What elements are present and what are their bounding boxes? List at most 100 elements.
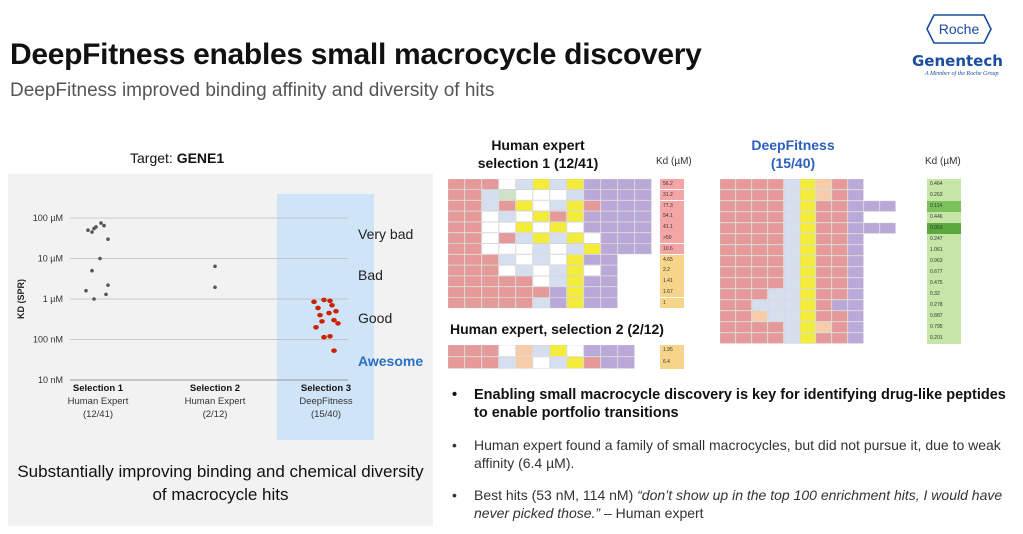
heatmap1-cell bbox=[448, 222, 465, 233]
heatmap1-cell bbox=[481, 286, 499, 298]
heatmap3-cell bbox=[783, 266, 800, 278]
heatmap1-cell bbox=[600, 200, 618, 212]
heatmap3-cell bbox=[783, 299, 800, 311]
heatmap3-cell bbox=[767, 179, 784, 190]
heatmap3-cell bbox=[783, 211, 800, 223]
data-point bbox=[213, 285, 217, 290]
heatmap3-cell bbox=[767, 288, 784, 300]
kd-value-cell: 0.263 bbox=[927, 190, 961, 201]
heatmap1-cell bbox=[600, 222, 618, 233]
heatmap1-cell bbox=[600, 297, 618, 309]
kd-value-cell: 0.247 bbox=[927, 234, 961, 245]
heatmap3-cell bbox=[735, 222, 752, 234]
bullet-text-prefix: Best hits (53 nM, 114 nM) bbox=[474, 487, 638, 503]
heatmap1-cell bbox=[448, 286, 465, 298]
heatmap2-cell bbox=[617, 345, 635, 357]
genentech-logo: Genentech bbox=[912, 52, 1003, 70]
heatmap3-cell bbox=[767, 310, 784, 322]
y-axis-label: KD (SPR) bbox=[16, 279, 26, 319]
data-point bbox=[106, 237, 110, 241]
heatmap3-cell bbox=[767, 332, 784, 344]
heatmap1-cell bbox=[634, 179, 652, 190]
heatmap3-cell bbox=[751, 321, 768, 333]
heatmap3-cell bbox=[831, 200, 848, 212]
heatmap1-cell bbox=[600, 275, 618, 287]
heatmap3-cell bbox=[751, 299, 768, 311]
heatmap1-cell bbox=[498, 243, 516, 255]
data-point bbox=[317, 312, 323, 318]
bullet-text: Enabling small macrocycle discovery is k… bbox=[474, 387, 1006, 421]
heatmap1-cell bbox=[464, 254, 482, 265]
heatmap3-cell bbox=[831, 179, 848, 190]
chart-caption: Substantially improving binding and chem… bbox=[17, 462, 424, 504]
bullet-text: Human expert found a family of small mac… bbox=[474, 437, 1001, 471]
heatmap2-cell bbox=[600, 345, 618, 357]
heatmap1-cell bbox=[549, 200, 567, 212]
heatmap3-cell bbox=[831, 277, 848, 289]
heatmap1-cell bbox=[464, 222, 482, 233]
category-label: Selection 3 bbox=[301, 383, 351, 394]
heatmap1-cell bbox=[481, 265, 499, 276]
kd-value-cell: 0.278 bbox=[927, 300, 961, 311]
heatmap3-cell bbox=[815, 211, 832, 223]
kd-value-cell: 0.201 bbox=[927, 333, 961, 344]
data-point bbox=[333, 308, 339, 314]
heatmap3-kd-header: Kd (µM) bbox=[925, 156, 961, 167]
heatmap3-cell bbox=[720, 321, 736, 333]
kd-value-cell: 31.2 bbox=[660, 189, 684, 201]
data-point bbox=[311, 299, 317, 305]
data-point bbox=[90, 230, 94, 234]
heatmap2-cell bbox=[448, 345, 465, 357]
heatmap3-cell bbox=[783, 200, 800, 212]
heatmap3-cell bbox=[751, 211, 768, 223]
heatmap3-cell bbox=[847, 211, 864, 223]
data-point bbox=[321, 297, 327, 303]
heatmap2-cell bbox=[549, 356, 567, 369]
kd-value-cell: 0.677 bbox=[927, 267, 961, 278]
heatmap3-cell bbox=[767, 211, 784, 223]
heatmap3-cell bbox=[799, 332, 816, 344]
heatmap3-cell bbox=[720, 255, 736, 267]
heatmap3-cell bbox=[831, 233, 848, 245]
heatmap3-cell bbox=[767, 244, 784, 256]
heatmap3-cell bbox=[815, 277, 832, 289]
kd-value-cell: 10.6 bbox=[660, 243, 684, 255]
heatmap3-cell bbox=[799, 189, 816, 201]
heatmap3-cell bbox=[751, 179, 768, 190]
heatmap1-title-line1: Human expert bbox=[491, 137, 585, 153]
heatmap1-cell bbox=[515, 275, 533, 287]
heatmap3-cell bbox=[799, 222, 816, 234]
heatmap3-cell bbox=[847, 189, 864, 201]
heatmap3-cell bbox=[831, 266, 848, 278]
heatmap3-cell bbox=[847, 310, 864, 322]
kd-value-cell: 41.1 bbox=[660, 222, 684, 233]
heatmap3-cell bbox=[751, 288, 768, 300]
data-point bbox=[213, 264, 217, 269]
category-count: (12/41) bbox=[83, 409, 113, 420]
heatmap3-cell bbox=[815, 321, 832, 333]
heatmap3-cell bbox=[735, 179, 752, 190]
heatmap1-cell bbox=[481, 232, 499, 244]
heatmap3-cell bbox=[767, 277, 784, 289]
heatmap3-cell bbox=[735, 310, 752, 322]
heatmap1-kd-column: 56.2 31.2 77.3 54.1 41.1 >50 10.6 4.65 2.2 1.41 1.… bbox=[660, 179, 684, 309]
data-point bbox=[106, 283, 110, 287]
y-tick-label: 100 µM bbox=[33, 213, 63, 223]
heatmap1-cell bbox=[515, 179, 533, 190]
heatmap1-cell bbox=[498, 265, 516, 276]
heatmap1-cell bbox=[481, 222, 499, 233]
heatmap2-cell bbox=[549, 345, 567, 357]
heatmap3-cell bbox=[767, 222, 784, 234]
heatmap1-cell bbox=[498, 275, 516, 287]
heatmap3-cell bbox=[831, 255, 848, 267]
heatmap1-cell bbox=[464, 211, 482, 222]
heatmap1-cell bbox=[634, 232, 652, 244]
heatmap1-cell bbox=[515, 243, 533, 255]
data-point bbox=[315, 305, 321, 311]
heatmap2-cell bbox=[532, 356, 550, 369]
heatmap3-cell bbox=[799, 288, 816, 300]
data-point bbox=[321, 334, 327, 340]
heatmap3-cell bbox=[847, 288, 864, 300]
heatmap1-cell bbox=[515, 265, 533, 276]
heatmap1-cell bbox=[549, 275, 567, 287]
